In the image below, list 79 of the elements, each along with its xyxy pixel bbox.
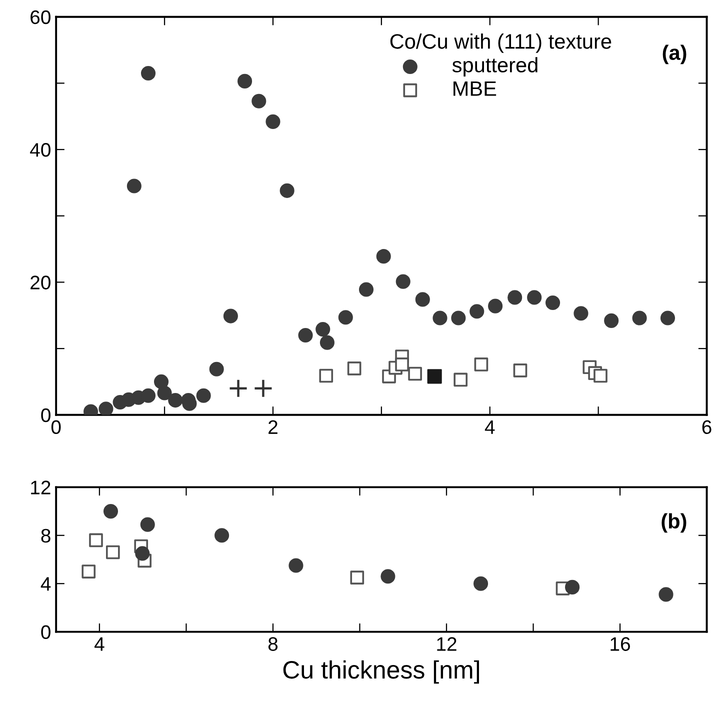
- x-tick-label: 4: [94, 637, 104, 651]
- point: [632, 310, 647, 326]
- point: [140, 66, 156, 81]
- x-tick-label: 0: [51, 420, 61, 434]
- point: [594, 368, 608, 383]
- y-tick-label: 0: [41, 625, 50, 640]
- point: [154, 374, 169, 389]
- point: [103, 504, 118, 519]
- y-tick-label: 60: [30, 10, 50, 24]
- x-tick-label: 4: [484, 420, 495, 434]
- point: [209, 362, 224, 376]
- point: [319, 368, 334, 383]
- point: [545, 295, 560, 310]
- legend-title: Co/Cu with (111) texture: [390, 34, 612, 53]
- y-tick-label: 40: [30, 142, 50, 157]
- point: [168, 393, 183, 408]
- point: [228, 378, 248, 398]
- point: [473, 576, 488, 591]
- legend-label: MBE: [454, 81, 496, 96]
- point: [254, 378, 273, 398]
- point: [140, 388, 156, 403]
- point: [89, 533, 103, 548]
- point: [432, 310, 448, 326]
- point: [604, 313, 619, 328]
- point: [358, 282, 374, 297]
- point: [408, 366, 422, 381]
- point: [320, 335, 334, 350]
- point: [454, 372, 468, 387]
- legend-label: sputtered: [452, 57, 538, 77]
- point: [427, 369, 442, 384]
- point: [565, 580, 580, 594]
- point: [266, 114, 280, 129]
- y-tick-label: 4: [40, 577, 51, 591]
- y-tick-label: 12: [31, 480, 50, 494]
- point: [106, 545, 120, 560]
- point: [376, 249, 391, 264]
- x-tick-label: 2: [268, 420, 278, 434]
- y-tick-label: 20: [30, 276, 50, 290]
- point: [223, 308, 238, 324]
- point: [196, 388, 211, 403]
- x-tick-label: 12: [437, 637, 456, 651]
- point: [214, 528, 230, 543]
- point: [350, 570, 364, 584]
- point: [474, 358, 488, 372]
- point: [238, 74, 252, 88]
- point: [508, 290, 522, 305]
- point: [126, 178, 142, 194]
- x-tick-label: 8: [268, 637, 278, 651]
- point: [82, 564, 96, 578]
- point: [451, 310, 466, 326]
- point: [98, 402, 114, 415]
- point: [396, 274, 410, 289]
- x-tick-label: 6: [702, 420, 712, 434]
- point: [347, 362, 362, 376]
- annotation: (a): [662, 44, 686, 64]
- point: [380, 569, 396, 584]
- y-tick-label: 8: [41, 528, 50, 543]
- point: [470, 304, 484, 319]
- point: [140, 517, 155, 532]
- point: [395, 358, 409, 372]
- point: [316, 322, 330, 337]
- point: [298, 328, 313, 343]
- point: [660, 310, 676, 326]
- point: [288, 558, 304, 573]
- annotation: (b): [662, 513, 686, 533]
- point: [252, 94, 266, 108]
- point: [527, 290, 542, 305]
- point: [574, 306, 588, 321]
- point: [338, 310, 353, 325]
- x-axis-title: Cu thickness [nm]: [283, 660, 479, 684]
- point: [135, 546, 150, 561]
- point: [280, 183, 294, 198]
- point: [415, 292, 430, 307]
- point: [157, 386, 172, 400]
- point: [513, 364, 528, 378]
- point: [658, 587, 674, 602]
- x-tick-label: 16: [610, 637, 630, 651]
- y-tick-label: 0: [41, 408, 50, 422]
- point: [488, 298, 503, 314]
